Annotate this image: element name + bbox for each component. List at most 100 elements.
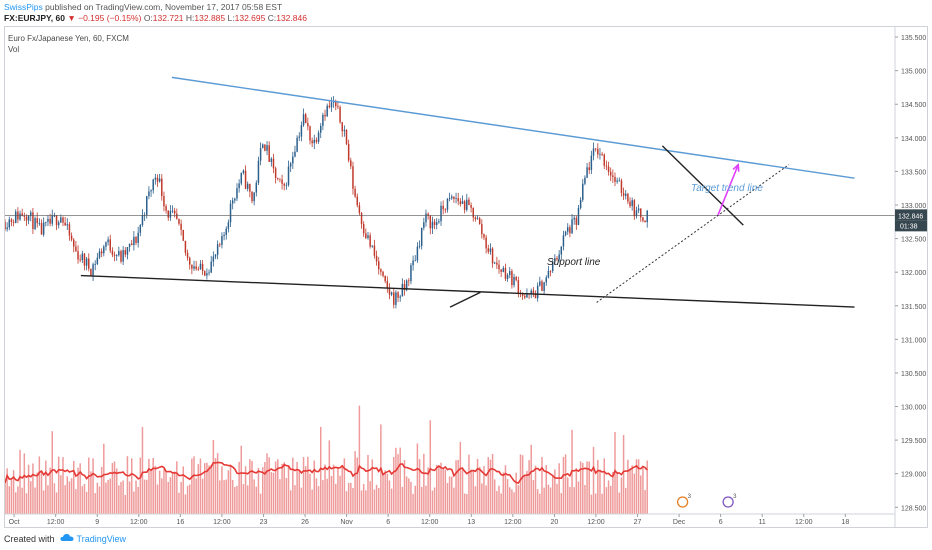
y-tick-label: 135.000 — [901, 69, 926, 76]
candle-body — [603, 154, 606, 166]
countdown-value: 01:38 — [900, 223, 918, 230]
volume-bar — [40, 471, 43, 514]
candle-body — [622, 192, 625, 196]
volume-bar — [500, 493, 502, 514]
candle-body — [573, 217, 575, 220]
volume-bar — [350, 482, 352, 514]
candle-body — [541, 281, 543, 291]
volume-bar — [435, 464, 438, 514]
candle-body — [431, 221, 434, 229]
volume-bar — [206, 462, 208, 514]
low-label: L: — [227, 13, 235, 23]
candle-body — [633, 200, 636, 217]
candle-body — [356, 196, 359, 206]
volume-bar — [173, 471, 176, 514]
volume-bar — [397, 454, 399, 514]
candle-body — [51, 215, 54, 224]
volume-bar — [208, 465, 210, 514]
volume-bar — [446, 483, 449, 514]
candle-body — [545, 277, 548, 283]
candle-body — [246, 183, 249, 189]
volume-bar — [281, 463, 283, 514]
x-tick-label: Nov — [340, 519, 353, 526]
candle-body — [152, 179, 154, 191]
candle-body — [504, 267, 507, 279]
candle-body — [225, 228, 227, 235]
author-link[interactable]: SwissPips — [4, 2, 43, 12]
candle-body — [289, 163, 292, 167]
volume-bar — [167, 481, 169, 514]
candle-body — [68, 224, 71, 236]
candle-body — [30, 212, 32, 216]
volume-bar — [191, 458, 193, 514]
candle-body — [315, 139, 318, 142]
candle-body — [171, 210, 174, 212]
candle-body — [94, 264, 96, 265]
volume-bar — [19, 449, 21, 514]
chart-frame[interactable]: 135.500 135.000 134.500 134.000 133.500 133.0… — [4, 26, 928, 528]
candle-body — [478, 218, 481, 225]
candle-body — [524, 295, 526, 298]
candle-body — [197, 269, 200, 270]
candle-body — [395, 292, 397, 305]
candle-body — [483, 234, 485, 238]
candle-body — [455, 198, 457, 199]
volume-bar — [524, 475, 526, 514]
candle-body — [266, 145, 268, 151]
x-tick-label: 13 — [467, 519, 475, 526]
volume-bar — [530, 444, 532, 514]
candle-body — [167, 210, 169, 218]
candle-body — [307, 123, 309, 127]
tradingview-logo-text[interactable]: TradingView — [76, 533, 127, 544]
volume-bar — [496, 491, 498, 514]
trend-line — [80, 274, 855, 308]
volume-bar — [133, 491, 135, 514]
volume-bar — [547, 484, 550, 514]
candle-body — [111, 250, 114, 255]
volume-bar — [414, 485, 416, 514]
volume-bar — [188, 484, 191, 514]
candle-body — [393, 292, 395, 305]
trend-line — [661, 145, 744, 226]
candle-body — [173, 210, 176, 214]
volume-bar — [635, 459, 638, 514]
close-value: 132.846 — [276, 13, 307, 23]
candle-body — [124, 250, 127, 255]
candle-body — [569, 227, 571, 234]
candle-body — [397, 292, 399, 298]
volume-bar — [551, 476, 554, 514]
candle-body — [463, 201, 466, 210]
volume-bar — [365, 490, 367, 514]
volume-bar — [403, 459, 406, 514]
volume-bar — [347, 482, 350, 514]
volume-bar — [304, 466, 307, 514]
candle-body — [386, 281, 389, 289]
volume-bar — [171, 472, 174, 514]
candle-body — [118, 251, 120, 256]
volume-bar — [6, 468, 8, 514]
candle-body — [64, 222, 66, 226]
volume-bar — [292, 457, 294, 514]
volume-bar — [257, 467, 260, 514]
candle-body — [332, 101, 335, 103]
candle-body — [133, 236, 135, 246]
candle-body — [249, 183, 251, 192]
volume-bar — [195, 478, 197, 514]
volume-bar — [341, 465, 343, 514]
volume-bar — [85, 491, 88, 514]
price-chart[interactable]: 135.500 135.000 134.500 134.000 133.500 133.0… — [4, 27, 927, 527]
volume-bar — [120, 481, 122, 514]
volume-bar — [300, 487, 303, 514]
volume-bar — [476, 458, 479, 514]
candle-body — [642, 217, 644, 221]
candle-body — [85, 258, 88, 266]
volume-bar — [47, 485, 49, 514]
candle-body — [221, 236, 223, 245]
candle-body — [6, 227, 8, 230]
y-tick-label: 132.000 — [901, 270, 926, 277]
volume-bar — [223, 480, 225, 514]
target-arrow-head — [732, 162, 740, 172]
candle-body — [62, 217, 64, 223]
candle-body — [309, 126, 311, 141]
volume-bar — [420, 486, 423, 514]
